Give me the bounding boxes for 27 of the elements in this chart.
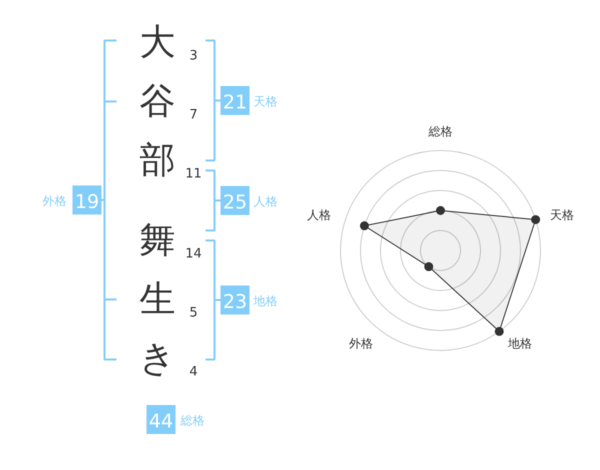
data-label: 14 <box>185 246 202 262</box>
spoke-label: 外格 <box>348 336 373 351</box>
data-label: 4 <box>189 364 198 380</box>
category-label: 部 <box>140 140 176 181</box>
data-label: 7 <box>189 108 198 122</box>
category-label: き <box>139 338 176 379</box>
category-label: 生 <box>140 279 176 320</box>
text: 人格 <box>254 194 278 208</box>
spoke-label: 天格 <box>550 208 574 222</box>
text: 地格 <box>252 294 278 308</box>
spoke-label: 人格 <box>307 208 332 222</box>
text: 21 <box>222 92 248 114</box>
text: 19 <box>74 191 100 213</box>
spoke-label: 地格 <box>507 336 532 351</box>
text: 23 <box>222 291 248 313</box>
data-label: 3 <box>189 48 198 64</box>
data-label: 11 <box>185 166 202 182</box>
text: 25 <box>222 192 248 214</box>
text: 天格 <box>254 94 278 108</box>
category-label: 大 <box>140 22 176 63</box>
data-label: 5 <box>189 306 198 320</box>
text: 44 <box>148 410 174 432</box>
spoke-label: 総格 <box>428 124 452 138</box>
category-label: 谷 <box>140 81 176 122</box>
text: 外格 <box>42 194 66 208</box>
text: 総格 <box>180 414 204 428</box>
category-label: 舞 <box>140 220 176 261</box>
